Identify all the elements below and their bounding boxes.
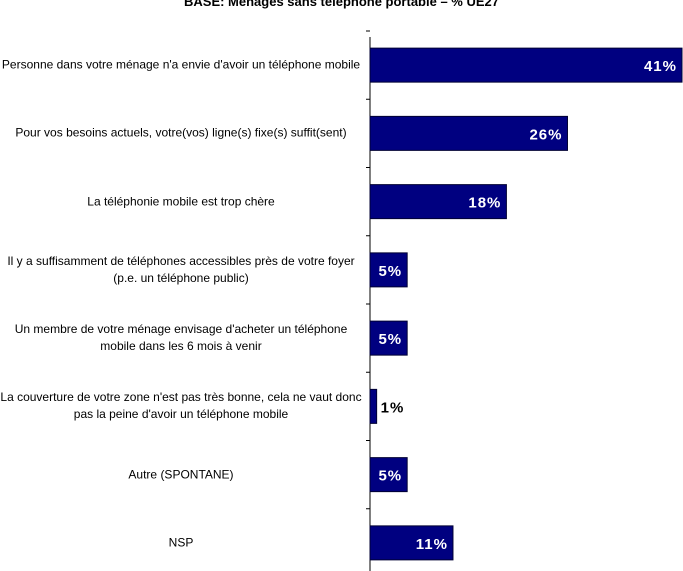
bar <box>369 388 378 424</box>
bar <box>369 252 408 288</box>
bar <box>369 47 683 83</box>
value-label: 1% <box>381 399 405 416</box>
value-label: 5% <box>378 331 402 348</box>
bar <box>369 320 408 356</box>
category-label: La téléphonie mobile est trop chère <box>87 194 275 209</box>
value-label: 5% <box>378 263 402 280</box>
category-label: Il y a suffisamment de téléphones access… <box>7 253 355 285</box>
category-label: La couverture de votre zone n'est pas tr… <box>0 390 362 422</box>
category-label: Un membre de votre ménage envisage d'ach… <box>14 322 348 354</box>
bar <box>369 457 408 493</box>
category-label: NSP <box>168 535 194 550</box>
value-label: 26% <box>529 126 562 143</box>
category-label: Pour vos besoins actuels, votre(vos) lig… <box>15 125 347 140</box>
bar <box>369 525 454 561</box>
value-label: 11% <box>416 536 448 553</box>
category-label: Personne dans votre ménage n'a envie d'a… <box>1 57 361 72</box>
value-label: 41% <box>644 58 677 75</box>
value-label: 18% <box>468 195 501 212</box>
bar <box>369 115 568 151</box>
value-label: 5% <box>378 468 402 485</box>
category-label: Autre (SPONTANE) <box>128 467 234 482</box>
chart-title: BASE: Ménages sans téléphone portable – … <box>184 0 499 9</box>
bar <box>369 184 507 220</box>
